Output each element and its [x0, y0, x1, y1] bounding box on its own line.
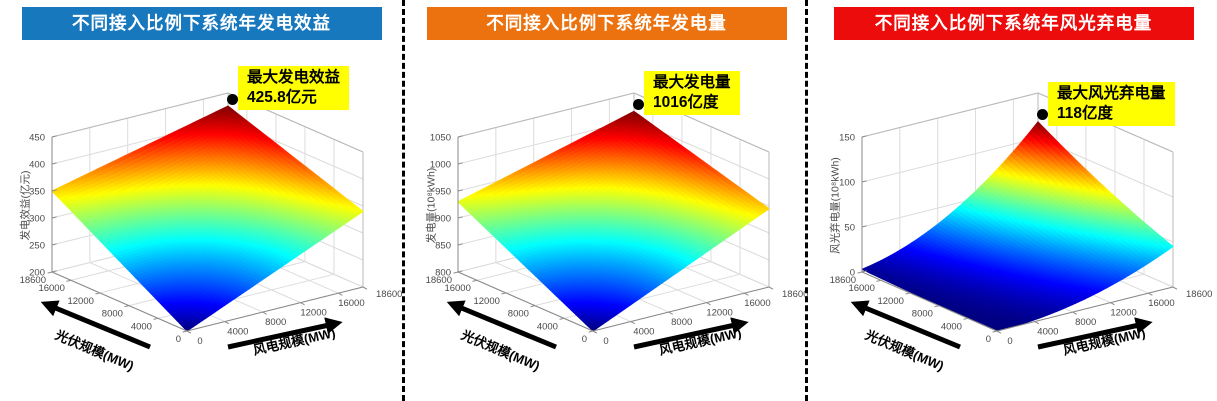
panel-title: 不同接入比例下系统年风光弃电量 [833, 7, 1194, 40]
axis-arrows [446, 300, 749, 350]
peak-annotation-value: 425.8亿元 [247, 89, 317, 107]
panel-curtailment: 不同接入比例下系统年风光弃电量 风光弃电量(10⁸kWh) 光伏规模(MW) 风… [810, 0, 1217, 401]
panel-title: 不同接入比例下系统年发电效益 [21, 7, 382, 40]
panel-title: 不同接入比例下系统年发电量 [426, 7, 787, 40]
pv-axis-arrow [40, 300, 151, 350]
pv-axis-arrow [850, 300, 961, 350]
surface-plot-canvas [810, 0, 1215, 401]
peak-annotation-title: 最大风光弃电量 [1057, 84, 1166, 102]
peak-marker [1036, 109, 1048, 121]
peak-annotation: 最大风光弃电量 118亿度 [1048, 81, 1175, 126]
peak-marker [226, 93, 238, 105]
wind-axis-arrow [227, 317, 343, 350]
panel-generation-benefit: 不同接入比例下系统年发电效益 发电效益(亿元) 光伏规模(MW) 风电规模(MW… [0, 0, 405, 401]
peak-annotation-value: 1016亿度 [653, 94, 719, 112]
peak-annotation-title: 最大发电量 [653, 74, 731, 92]
peak-marker [632, 98, 644, 110]
pv-axis-arrow [446, 300, 557, 350]
wind-axis-arrow [1037, 317, 1153, 350]
axis-arrows [850, 300, 1153, 350]
peak-annotation-value: 118亿度 [1057, 104, 1114, 122]
axis-arrows [40, 300, 343, 350]
peak-annotation: 最大发电效益 425.8亿元 [238, 66, 350, 111]
peak-annotation-title: 最大发电效益 [247, 69, 341, 87]
panel-divider [804, 0, 808, 401]
surface-plot-canvas [406, 0, 811, 401]
panel-generation-energy: 不同接入比例下系统年发电量 发电量(10⁸kWh) 光伏规模(MW) 风电规模(… [406, 0, 811, 401]
panel-divider [401, 0, 405, 401]
peak-annotation: 最大发电量 1016亿度 [644, 71, 740, 116]
wind-axis-arrow [633, 317, 749, 350]
